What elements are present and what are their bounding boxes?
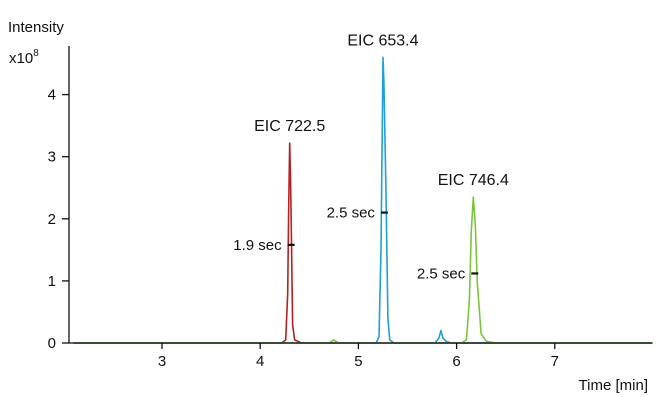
series-line-3 bbox=[73, 196, 653, 344]
x-tick-label: 4 bbox=[256, 353, 264, 370]
y-tick-label: 2 bbox=[48, 211, 56, 228]
y-tick-label: 3 bbox=[48, 149, 56, 166]
y-tick-label: 0 bbox=[48, 335, 56, 352]
x-axis-title: Time [min] bbox=[579, 377, 648, 394]
y-tick-label: 1 bbox=[48, 273, 56, 290]
peak-width-label: 1.9 sec bbox=[233, 237, 282, 254]
x-tick-label: 7 bbox=[551, 353, 559, 370]
y-axis-title: Intensity bbox=[8, 19, 64, 36]
series-layer bbox=[73, 56, 653, 344]
x-tick-label: 3 bbox=[158, 353, 166, 370]
peak-width-label: 2.5 sec bbox=[327, 205, 376, 222]
series-line-1 bbox=[73, 142, 653, 344]
peak-label: EIC 722.5 bbox=[254, 118, 325, 135]
y-tick-label: 4 bbox=[48, 87, 56, 104]
peak-label: EIC 746.4 bbox=[438, 172, 509, 189]
y-axis-multiplier-base: x10 bbox=[9, 50, 33, 67]
axes bbox=[68, 46, 652, 344]
annotations: EIC 722.5 EIC 653.4 EIC 746.4 1.9 sec 2.5 se… bbox=[233, 32, 509, 282]
x-tick-label: 6 bbox=[452, 353, 460, 370]
peak-width-label: 2.5 sec bbox=[417, 265, 466, 282]
x-tick-label: 5 bbox=[354, 353, 362, 370]
x-ticks: 3 4 5 6 7 bbox=[158, 343, 559, 370]
y-axis-multiplier-exponent: 8 bbox=[33, 48, 39, 59]
peak-label: EIC 653.4 bbox=[347, 32, 418, 49]
y-ticks: 0 1 2 3 4 bbox=[48, 87, 69, 352]
series-line-2 bbox=[73, 56, 653, 344]
y-axis-multiplier: x108 bbox=[9, 48, 39, 67]
